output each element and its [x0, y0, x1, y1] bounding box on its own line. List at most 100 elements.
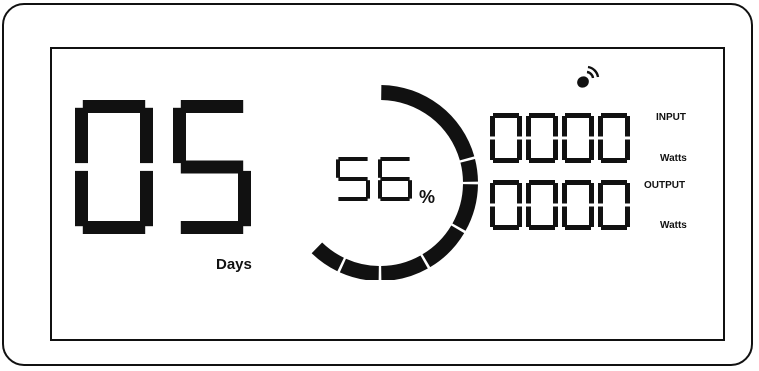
- digit-segment: [598, 116, 603, 137]
- days-digits: [75, 100, 251, 234]
- digit: [378, 157, 412, 201]
- wireless-signal-icon: [577, 65, 600, 88]
- digit-segment: [625, 183, 630, 204]
- digit-segment: [180, 160, 244, 174]
- digit: [75, 100, 153, 234]
- digit-segment: [517, 139, 522, 160]
- digit-segment: [82, 221, 146, 234]
- output-watts-digits: [490, 180, 630, 230]
- digit: [336, 157, 370, 201]
- digit-segment: [338, 157, 368, 161]
- digit: [526, 180, 558, 230]
- digit-segment: [378, 180, 382, 199]
- days-label: Days: [216, 256, 252, 273]
- digit-segment: [562, 183, 567, 204]
- digit-segment: [490, 116, 495, 137]
- digit-segment: [140, 170, 153, 227]
- digit-segment: [529, 180, 555, 185]
- digit: [562, 113, 594, 163]
- digit-segment: [562, 206, 567, 227]
- digit-segment: [529, 113, 555, 118]
- ring-segment: [422, 225, 465, 268]
- digit-segment: [625, 206, 630, 227]
- digit-segment: [601, 180, 627, 185]
- input-watts-digits: [490, 113, 630, 163]
- digit: [598, 180, 630, 230]
- digit-segment: [553, 206, 558, 227]
- digit-segment: [493, 180, 519, 185]
- digit-segment: [380, 177, 410, 181]
- digit: [173, 100, 251, 234]
- digit-segment: [553, 116, 558, 137]
- digit-segment: [526, 116, 531, 137]
- digit-segment: [517, 206, 522, 227]
- digit-segment: [75, 170, 88, 227]
- digit-segment: [598, 183, 603, 204]
- digit-segment: [553, 183, 558, 204]
- output-unit-label: Watts: [660, 220, 687, 231]
- digit-segment: [380, 197, 410, 201]
- digit-segment: [338, 197, 368, 201]
- digit: [562, 180, 594, 230]
- digit-segment: [526, 183, 531, 204]
- digit-segment: [601, 225, 627, 230]
- ring-segment: [311, 242, 344, 272]
- digit-segment: [378, 159, 382, 178]
- digit-segment: [238, 170, 251, 227]
- digit-segment: [598, 206, 603, 227]
- input-label: INPUT: [656, 112, 686, 123]
- ring-segment: [339, 258, 379, 280]
- digit-segment: [75, 107, 88, 164]
- digit-segment: [589, 139, 594, 160]
- digit-segment: [553, 139, 558, 160]
- digit-segment: [490, 183, 495, 204]
- digit-segment: [493, 158, 519, 163]
- digit-segment: [366, 180, 370, 199]
- digit-segment: [529, 225, 555, 230]
- ring-segment: [452, 184, 478, 231]
- battery-ring-gauge: [311, 85, 478, 280]
- digit-segment: [601, 158, 627, 163]
- digit: [598, 113, 630, 163]
- digit-segment: [589, 183, 594, 204]
- digit-segment: [625, 116, 630, 137]
- digit-segment: [180, 100, 244, 113]
- digit-segment: [565, 180, 591, 185]
- digit-segment: [490, 139, 495, 160]
- digit-segment: [601, 113, 627, 118]
- ring-segment: [460, 158, 478, 182]
- ring-segment: [381, 255, 428, 280]
- digit: [490, 180, 522, 230]
- digit-segment: [562, 139, 567, 160]
- digit-segment: [565, 225, 591, 230]
- digit-segment: [140, 107, 153, 164]
- digit-segment: [529, 158, 555, 163]
- digit-segment: [380, 157, 410, 161]
- digit-segment: [82, 100, 146, 113]
- ring-segment: [381, 85, 475, 161]
- digit-segment: [526, 206, 531, 227]
- digit-segment: [493, 113, 519, 118]
- digit-segment: [589, 116, 594, 137]
- digit-segment: [408, 180, 412, 199]
- digit-segment: [625, 139, 630, 160]
- digit-segment: [490, 206, 495, 227]
- digit-segment: [565, 113, 591, 118]
- digit-segment: [565, 158, 591, 163]
- input-unit-label: Watts: [660, 153, 687, 164]
- output-label: OUTPUT: [644, 180, 686, 191]
- digit-segment: [517, 183, 522, 204]
- digit-segment: [336, 159, 340, 178]
- digit-segment: [180, 221, 244, 234]
- digit-segment: [589, 206, 594, 227]
- digit-segment: [493, 225, 519, 230]
- battery-percent-digits: [336, 157, 412, 201]
- digit-segment: [517, 116, 522, 137]
- digit: [490, 113, 522, 163]
- digit-segment: [562, 116, 567, 137]
- digit-segment: [338, 177, 368, 181]
- digit-segment: [173, 107, 186, 164]
- digit-segment: [526, 139, 531, 160]
- percent-symbol: %: [419, 187, 436, 207]
- digit: [526, 113, 558, 163]
